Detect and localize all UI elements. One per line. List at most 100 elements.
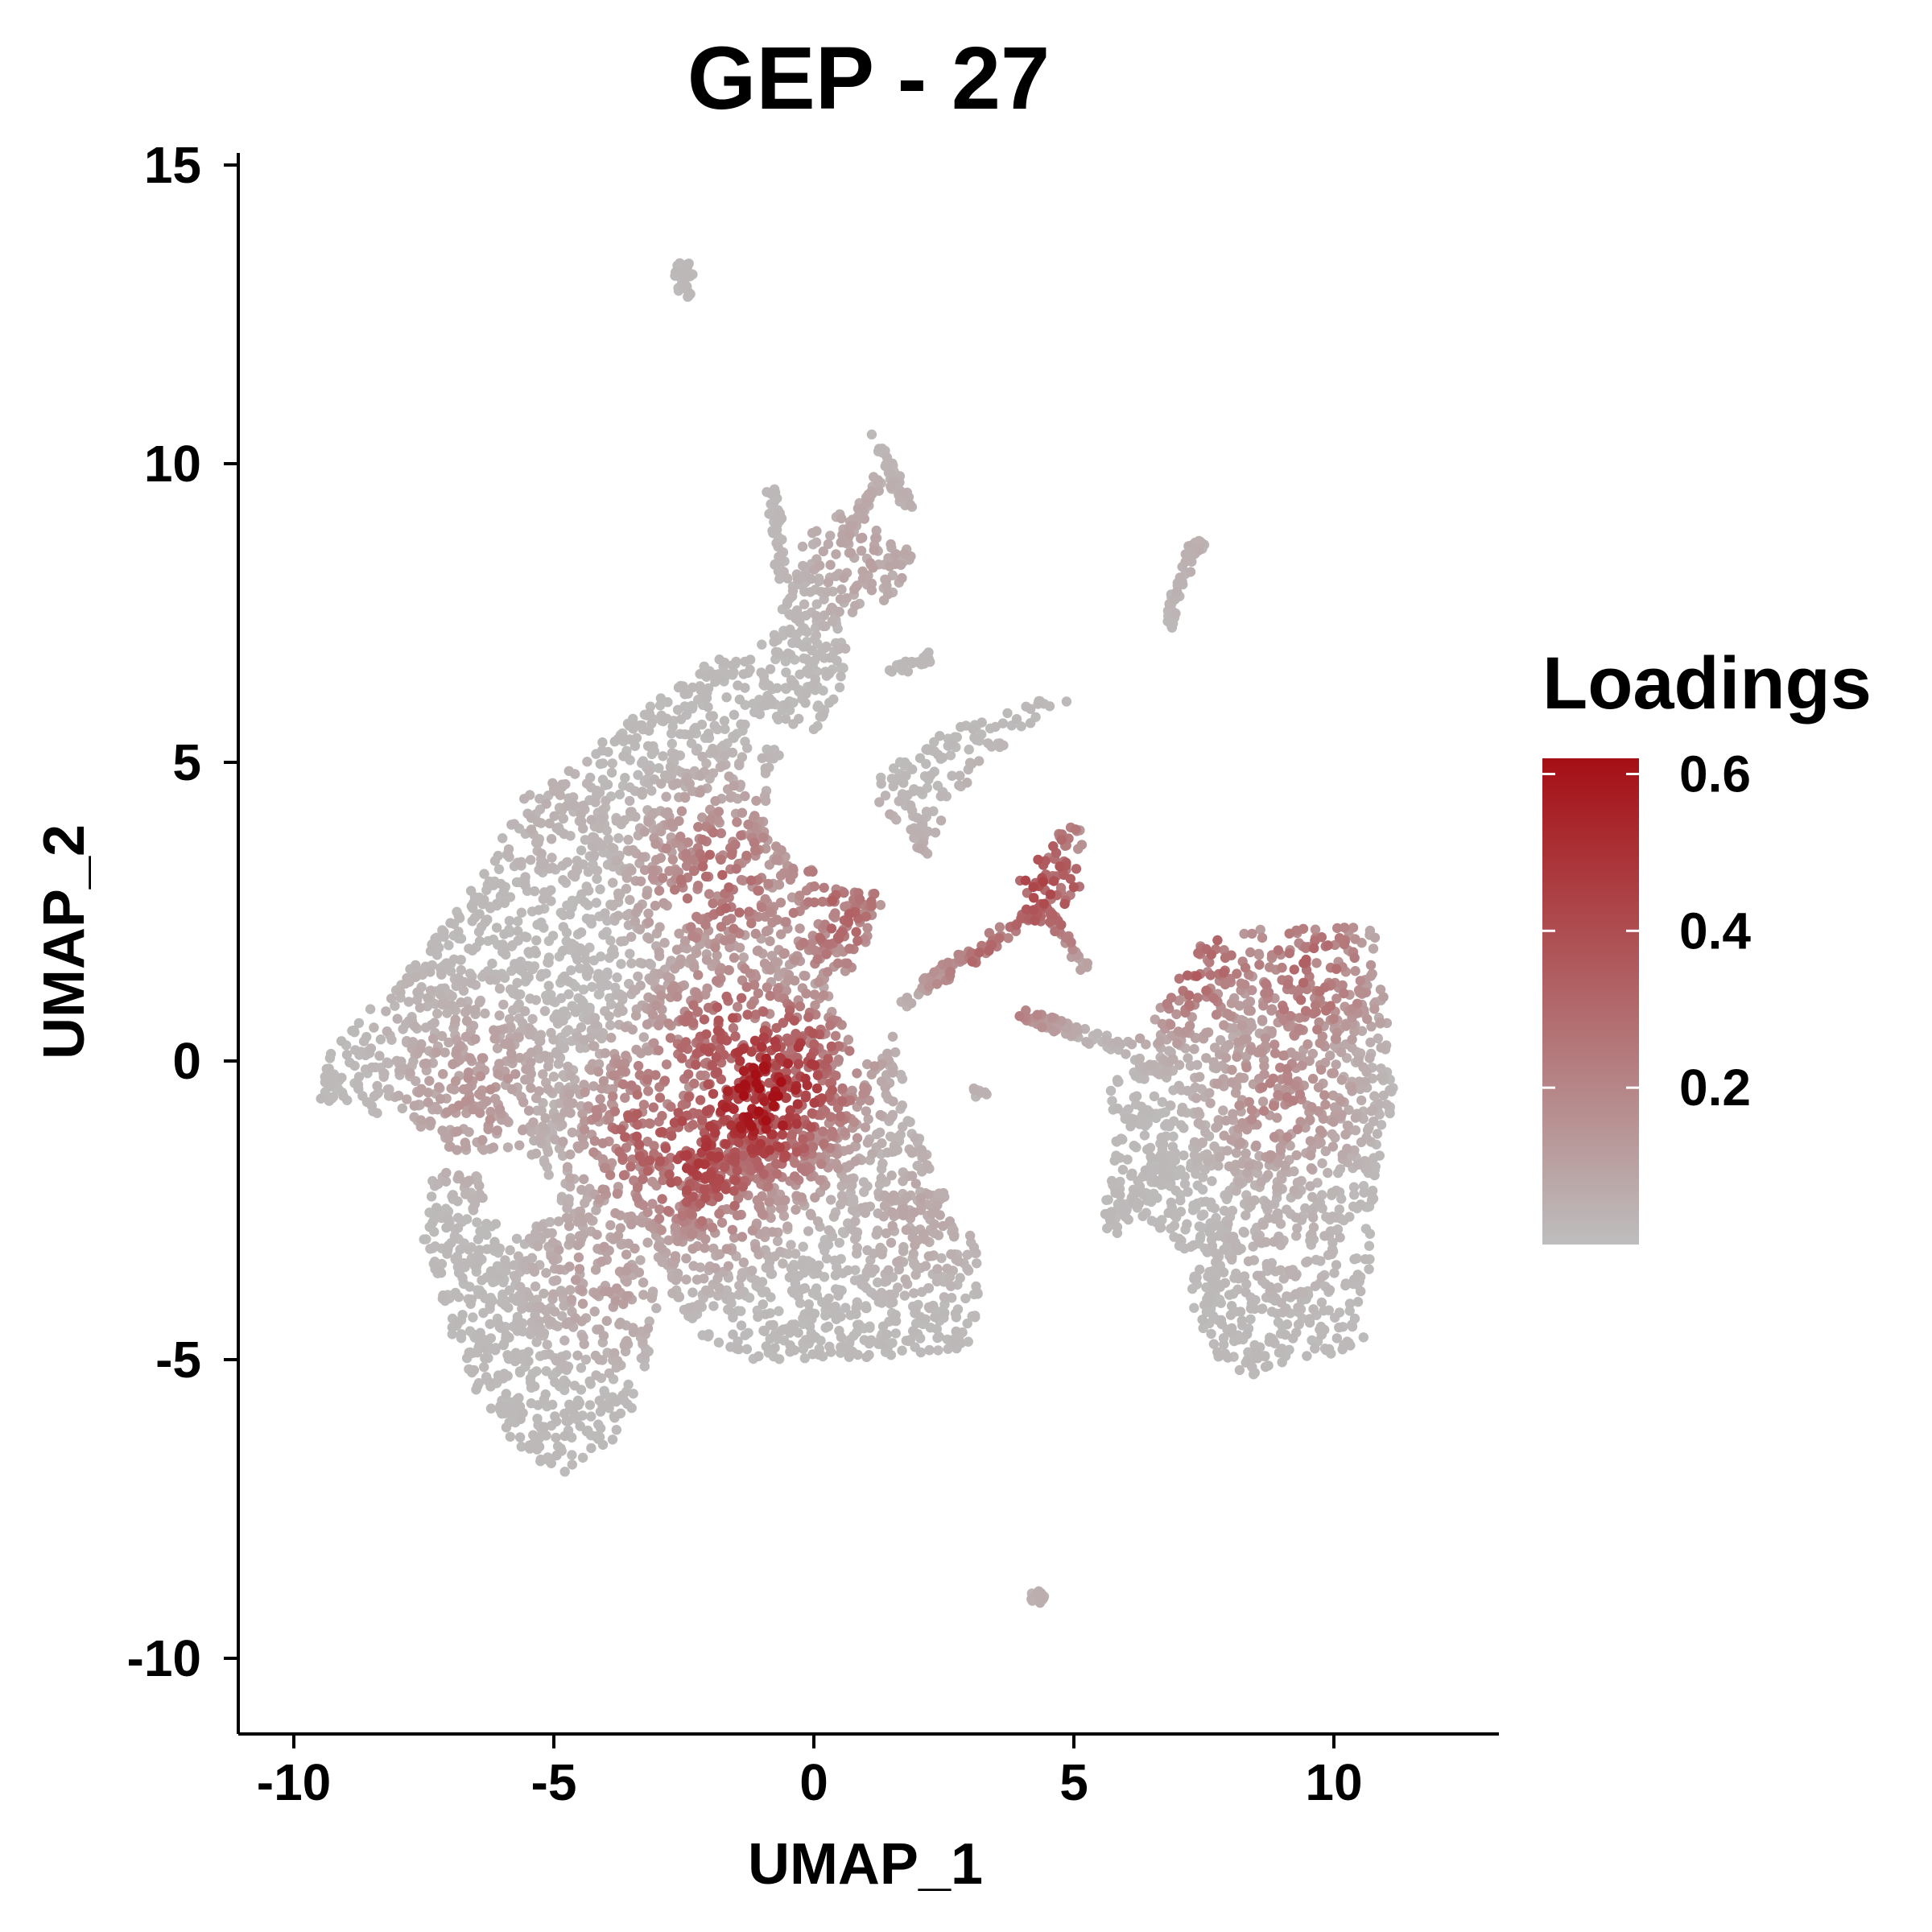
data-point	[986, 741, 997, 752]
data-point	[530, 1148, 542, 1159]
data-point	[1154, 1223, 1166, 1233]
data-point	[818, 546, 828, 557]
data-point	[623, 835, 634, 845]
data-point	[770, 1343, 780, 1353]
data-point	[766, 696, 778, 707]
data-point	[832, 1261, 842, 1273]
data-point	[1282, 1204, 1292, 1215]
data-point	[411, 972, 421, 982]
data-point	[611, 1283, 622, 1294]
data-point	[616, 959, 626, 969]
data-point	[1297, 1060, 1307, 1071]
data-point	[1207, 1222, 1218, 1232]
data-point	[953, 1256, 964, 1267]
data-point	[701, 692, 712, 704]
data-point	[513, 926, 523, 936]
data-point	[860, 1281, 870, 1292]
data-point	[716, 761, 728, 771]
data-point	[621, 1290, 632, 1302]
data-point	[450, 1253, 460, 1265]
data-point	[1189, 1274, 1199, 1284]
data-point	[564, 1088, 575, 1100]
data-point	[538, 894, 548, 905]
data-point	[723, 1261, 734, 1272]
data-point	[1290, 1212, 1301, 1223]
data-point	[341, 1050, 353, 1060]
data-point	[786, 1270, 797, 1281]
data-point	[566, 1294, 577, 1305]
data-point	[738, 952, 749, 963]
data-point	[513, 1320, 524, 1331]
data-point	[1126, 1039, 1137, 1050]
data-point	[811, 537, 822, 547]
data-point	[821, 587, 832, 597]
data-point	[481, 1219, 492, 1229]
data-point	[597, 1439, 609, 1451]
data-point	[1125, 1121, 1136, 1132]
data-point	[1245, 1357, 1255, 1368]
data-point	[1257, 1303, 1267, 1315]
data-point	[843, 1265, 853, 1276]
data-point	[646, 786, 657, 796]
data-point	[464, 1348, 474, 1358]
data-point	[825, 530, 836, 541]
data-point	[859, 514, 870, 524]
data-point	[890, 1328, 902, 1339]
data-point	[798, 1241, 808, 1252]
data-point	[1213, 1161, 1224, 1171]
data-point	[558, 945, 568, 956]
data-point	[584, 886, 594, 896]
data-point	[909, 1288, 919, 1298]
data-point	[1127, 1168, 1137, 1179]
data-point	[836, 537, 847, 547]
data-point	[590, 1019, 601, 1030]
data-point	[586, 1411, 597, 1422]
data-point	[916, 1145, 927, 1155]
data-point	[887, 1220, 898, 1232]
data-point	[392, 1013, 402, 1024]
data-point	[818, 1241, 828, 1251]
data-point	[1307, 1191, 1318, 1203]
data-point	[1182, 1219, 1192, 1229]
data-point	[1308, 1222, 1319, 1232]
data-point	[1175, 1195, 1186, 1206]
data-point	[415, 1002, 425, 1013]
data-point	[939, 1299, 950, 1310]
data-point	[1189, 1302, 1199, 1313]
data-point	[1113, 1036, 1123, 1047]
data-point	[888, 1190, 899, 1201]
data-point	[607, 1435, 618, 1445]
data-point	[479, 894, 489, 905]
data-point	[656, 1224, 667, 1236]
data-point	[625, 807, 636, 817]
data-point	[579, 1004, 589, 1014]
data-point	[568, 1405, 578, 1415]
data-point	[514, 1432, 526, 1443]
data-point	[790, 976, 800, 986]
data-point	[703, 702, 713, 712]
data-point	[1239, 1034, 1249, 1045]
data-point	[596, 952, 606, 962]
data-point	[543, 957, 553, 968]
data-point	[509, 1270, 520, 1282]
data-point	[761, 926, 772, 937]
data-point	[885, 809, 895, 819]
data-point	[620, 773, 630, 783]
data-point	[535, 1454, 546, 1465]
data-point	[721, 1244, 732, 1254]
data-point	[811, 526, 822, 536]
data-point	[780, 1195, 791, 1206]
data-point	[1170, 1185, 1181, 1196]
data-point	[1259, 1069, 1269, 1080]
data-point	[559, 1430, 570, 1442]
data-point	[681, 1253, 691, 1264]
data-point	[760, 763, 770, 774]
data-point	[607, 758, 617, 769]
data-point	[472, 1330, 482, 1341]
data-point	[925, 770, 936, 781]
data-point	[796, 625, 807, 636]
data-point	[888, 781, 898, 791]
data-point	[997, 718, 1009, 729]
data-point	[1141, 1192, 1153, 1203]
data-point	[696, 685, 706, 696]
